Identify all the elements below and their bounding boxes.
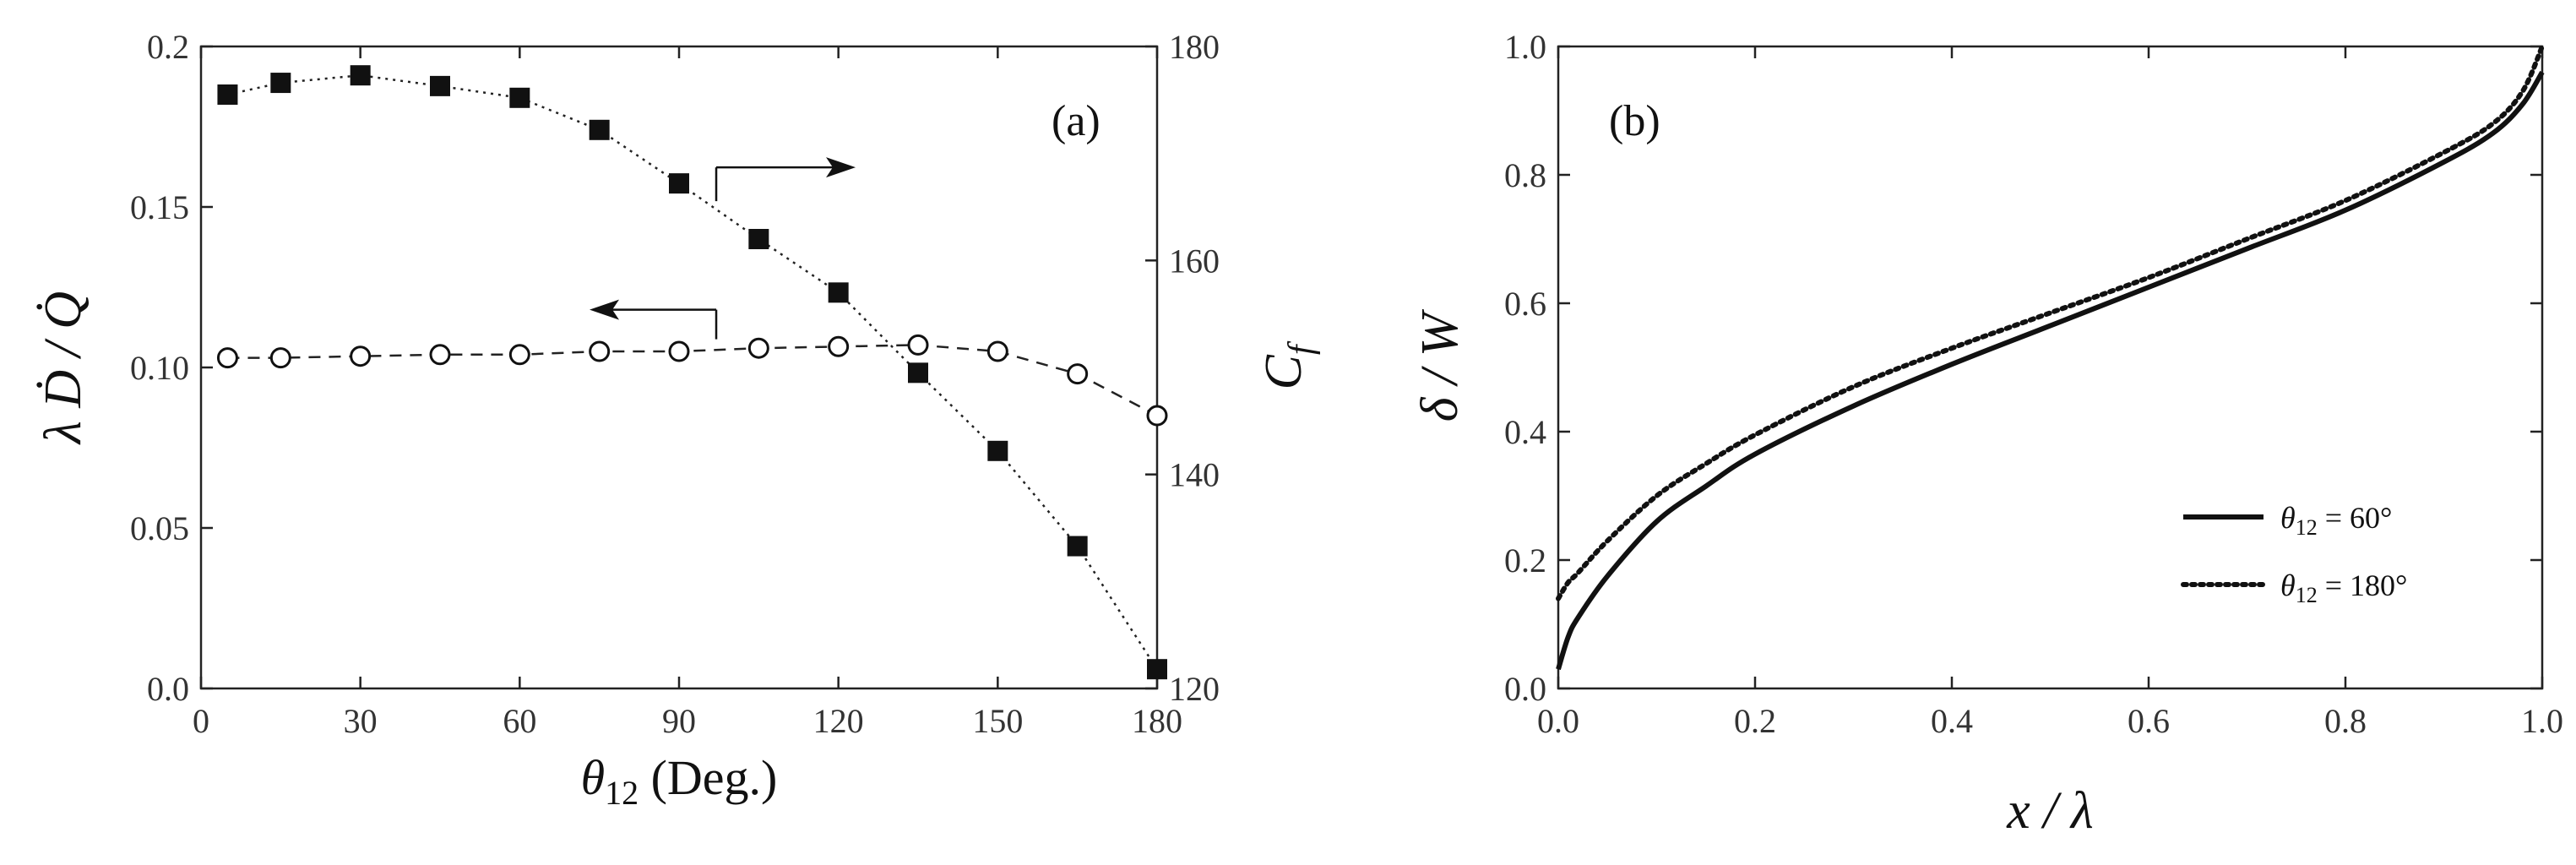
cf-data-point	[589, 119, 610, 140]
x-tick-label: 0	[193, 702, 209, 740]
y-right-tick-label: 140	[1169, 456, 1220, 494]
ratio-data-point	[589, 340, 611, 362]
cf-series-line	[227, 73, 1159, 670]
cf-data-point	[430, 75, 450, 96]
x-axis-label-a: θ12 (Deg.)	[581, 750, 778, 812]
cf-data-point	[669, 173, 689, 194]
x-tick-label: 150	[972, 702, 1023, 740]
ratio-data-point	[747, 337, 769, 359]
panel-label-b: (b)	[1609, 97, 1660, 145]
arrow-to-left-axis	[590, 299, 718, 340]
x-tick-label: 0.8	[2324, 702, 2367, 740]
y-tick-label: 0.8	[1504, 156, 1546, 194]
plot-frame-b	[1557, 45, 2544, 690]
x-tick-label: 1.0	[2521, 702, 2563, 740]
ratio-data-point	[828, 335, 850, 357]
y-right-tick-label: 160	[1169, 242, 1220, 280]
x-tick-label: 0.4	[1931, 702, 1973, 740]
cf-data-point	[350, 65, 371, 86]
x-tick-label: 0.6	[2128, 702, 2170, 740]
arrow-to-right-axis	[715, 157, 856, 202]
cf-data-point	[1147, 659, 1167, 680]
cf-data-point	[1067, 536, 1088, 557]
y-right-tick-label: 180	[1169, 28, 1220, 66]
ratio-data-point	[1067, 363, 1089, 385]
y-tick-label: 0.0	[1504, 670, 1546, 708]
cf-data-point	[908, 362, 928, 384]
legend-label: θ12 = 180°	[2280, 569, 2407, 607]
y-tick-label: 1.0	[1504, 28, 1546, 66]
cf-data-point	[509, 87, 530, 108]
y-tick-label: 0.4	[1504, 413, 1546, 451]
y-left-tick-label: 0.05	[130, 509, 189, 547]
x-tick-label: 60	[503, 702, 536, 740]
x-tick-label: 180	[1132, 702, 1182, 740]
ratio-data-point	[216, 347, 238, 369]
y-tick-label: 0.2	[1504, 541, 1546, 579]
ratio-data-point	[1146, 405, 1168, 427]
panel-b: 0.0 0.2 0.4 0.6 0.8 1.0 0.0 0.2 0.4 0.6 0.8 1.0 x / …	[1411, 28, 2563, 840]
cf-data-point	[828, 282, 849, 303]
cf-data-point	[217, 84, 238, 105]
y-right-axis-label-a: Cf	[1255, 340, 1321, 389]
cf-data-point	[987, 440, 1008, 461]
x-tick-label: 90	[662, 702, 696, 740]
y-right-tick-label: 120	[1169, 670, 1220, 708]
x-tick-label: 0.0	[1537, 702, 1579, 740]
x-tick-label: 120	[813, 702, 864, 740]
plot-frame-a	[199, 45, 1159, 690]
panel-label-a: (a)	[1052, 97, 1101, 145]
y-axis-label-b: δ / W	[1411, 308, 1469, 422]
legend-label: θ12 = 60°	[2280, 501, 2392, 540]
cf-data-point	[748, 229, 769, 249]
legend-b: θ12 = 60° θ12 = 180°	[2181, 501, 2407, 607]
x-tick-label: 30	[344, 702, 378, 740]
y-left-tick-label: 0.2	[147, 28, 189, 66]
y-left-tick-label: 0.0	[147, 670, 189, 708]
ratio-data-point	[668, 340, 690, 362]
ratio-data-point	[429, 344, 451, 366]
y-tick-label: 0.6	[1504, 285, 1546, 323]
ratio-data-point	[907, 334, 929, 356]
x-tick-label: 0.2	[1734, 702, 1776, 740]
ratio-data-point	[269, 347, 291, 369]
y-left-tick-label: 0.10	[130, 349, 189, 387]
series-theta-60	[1556, 70, 2545, 671]
ratio-data-point	[508, 344, 530, 366]
ratio-data-point	[350, 345, 372, 367]
series-theta-180	[1556, 44, 2545, 601]
y-left-axis-label-a: λ Ḋ / Q̇	[35, 291, 92, 445]
ratio-data-point	[986, 340, 1008, 362]
y-left-tick-label: 0.15	[130, 188, 189, 226]
panel-a: 0 30 60 90 120 150 180 0.0 0.05 0.10 0.15 0.2 120 140…	[35, 28, 1321, 812]
x-axis-label-b: x / λ	[2006, 782, 2094, 840]
cf-data-point	[270, 73, 291, 94]
